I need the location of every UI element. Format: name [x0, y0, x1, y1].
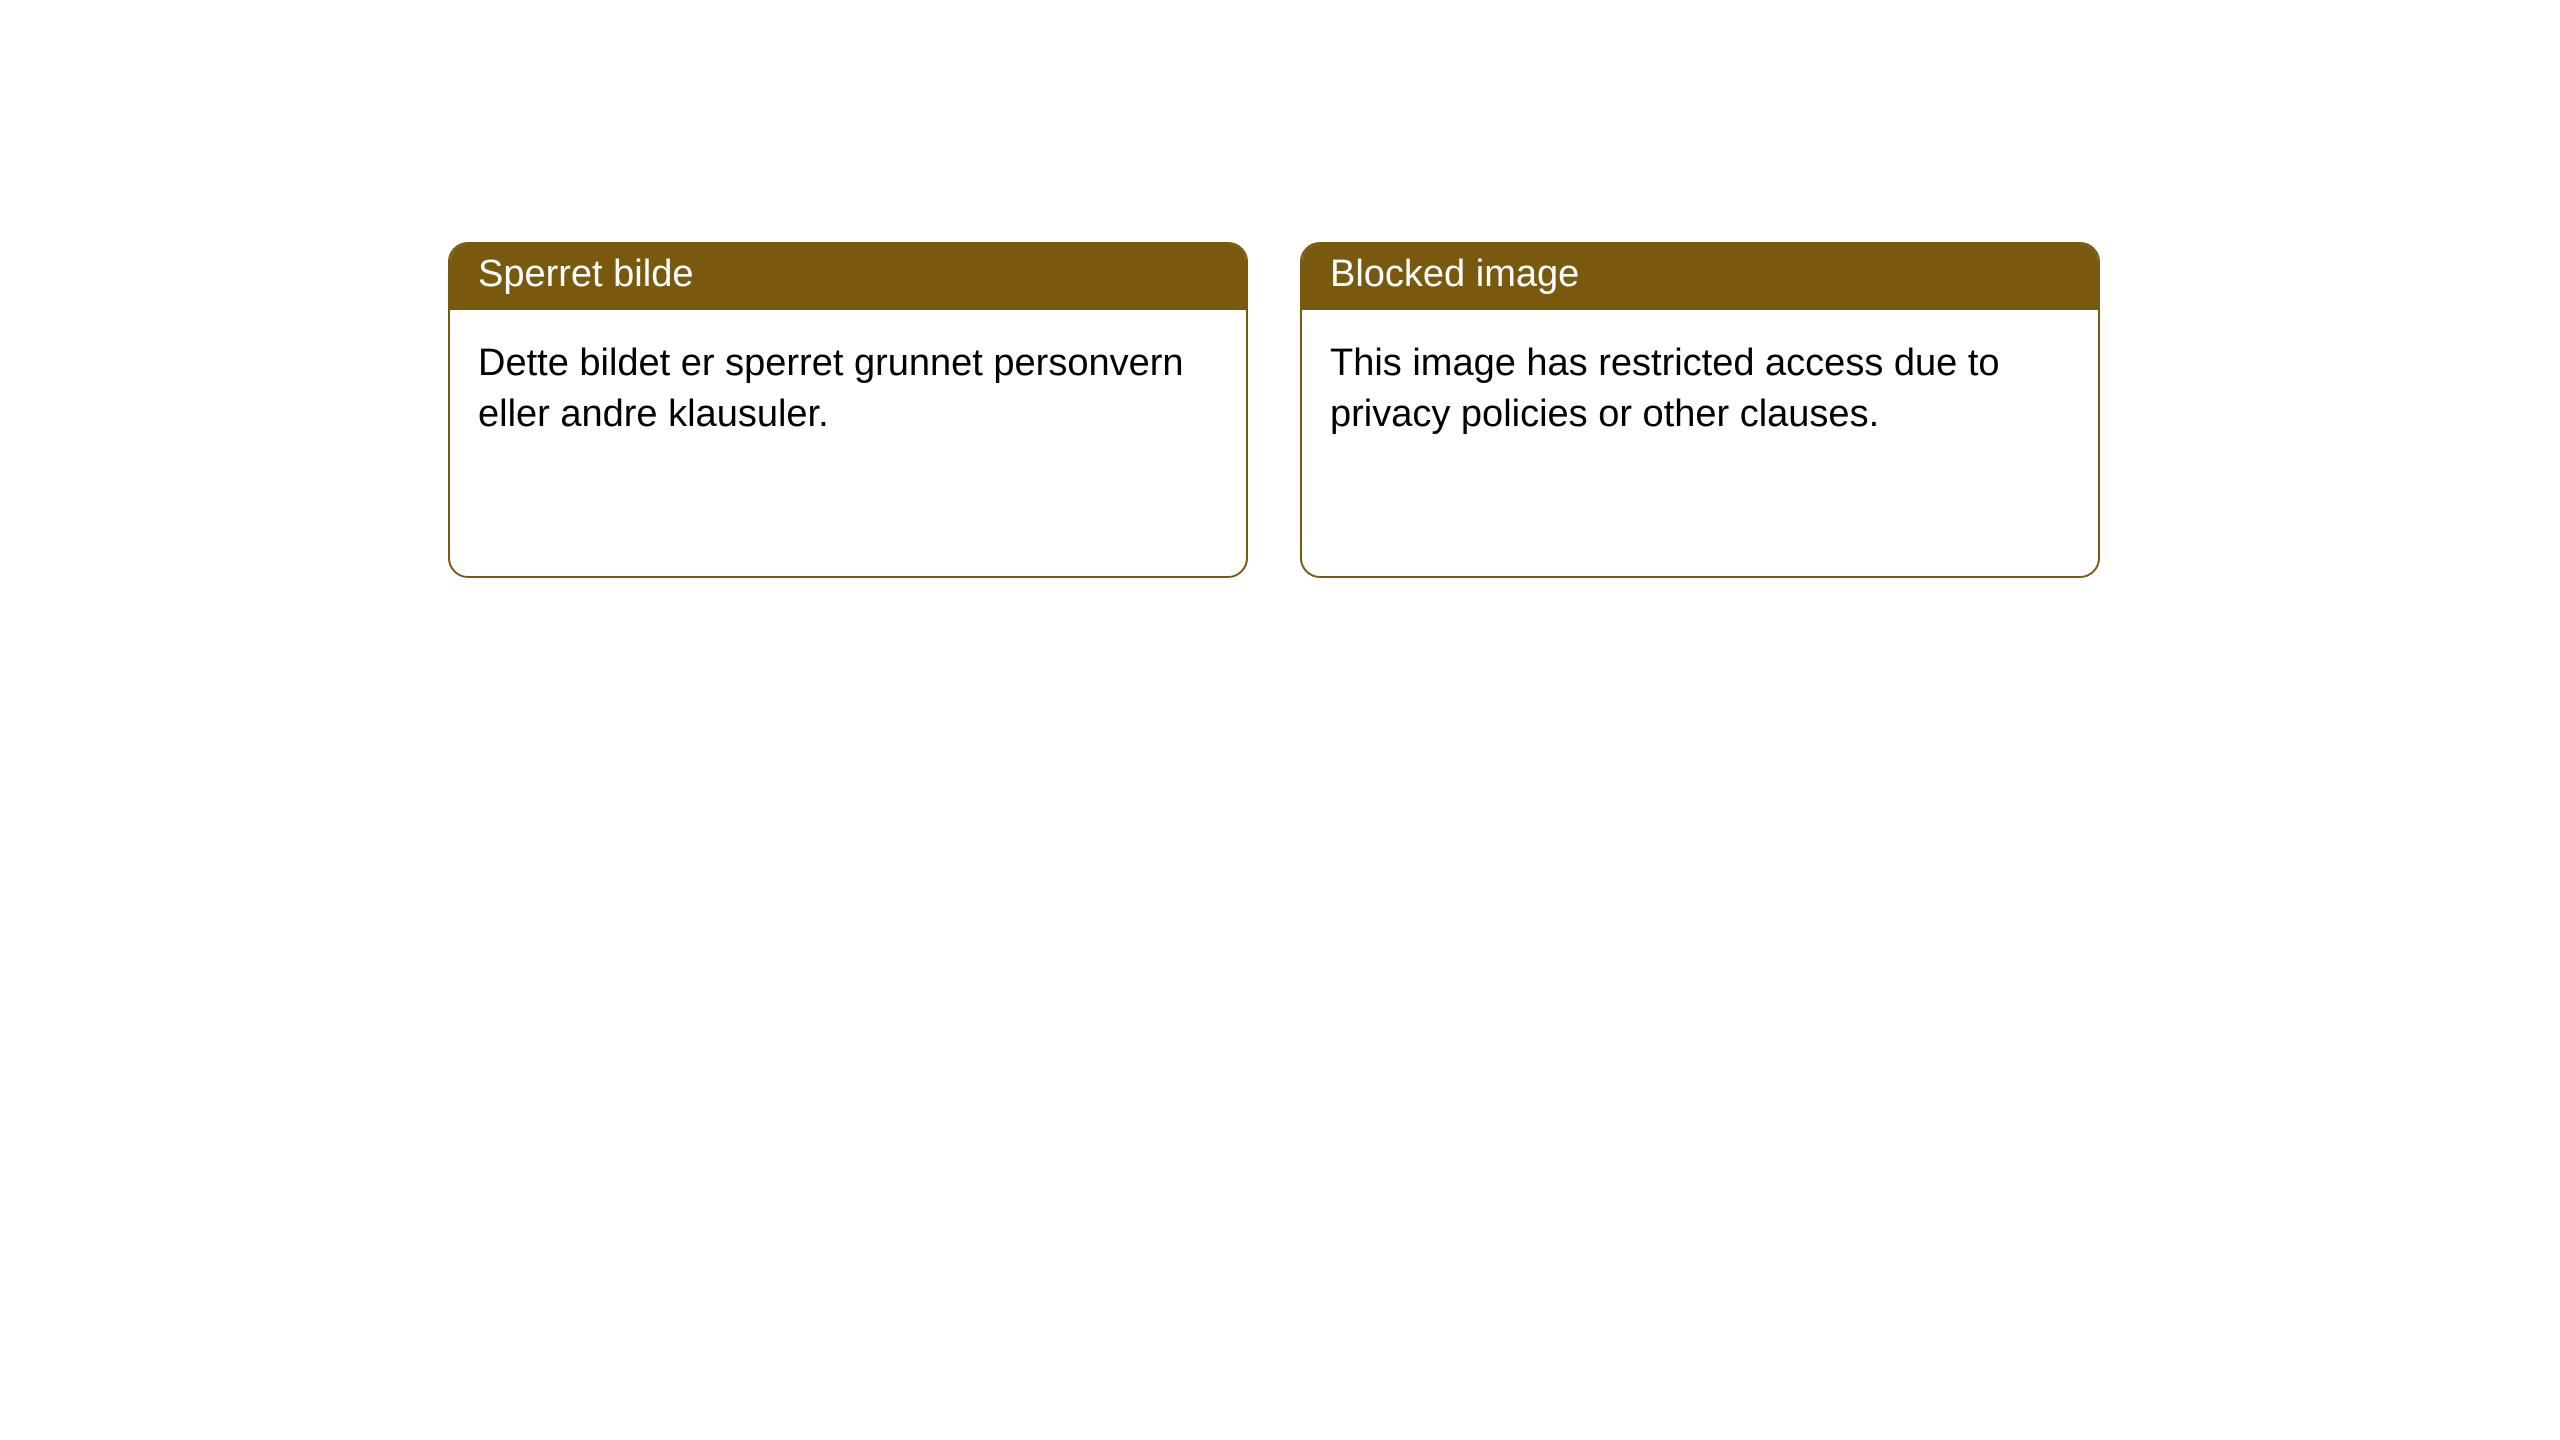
card-text-no: Dette bildet er sperret grunnet personve… [478, 342, 1184, 435]
card-header-en: Blocked image [1302, 244, 2098, 310]
card-body-no: Dette bildet er sperret grunnet personve… [450, 310, 1246, 469]
card-title-en: Blocked image [1330, 253, 1579, 295]
card-body-en: This image has restricted access due to … [1302, 310, 2098, 469]
card-title-no: Sperret bilde [478, 253, 693, 295]
card-text-en: This image has restricted access due to … [1330, 342, 2000, 435]
blocked-image-card-no: Sperret bilde Dette bildet er sperret gr… [448, 242, 1248, 578]
card-header-no: Sperret bilde [450, 244, 1246, 310]
notice-container: Sperret bilde Dette bildet er sperret gr… [0, 0, 2560, 578]
blocked-image-card-en: Blocked image This image has restricted … [1300, 242, 2100, 578]
